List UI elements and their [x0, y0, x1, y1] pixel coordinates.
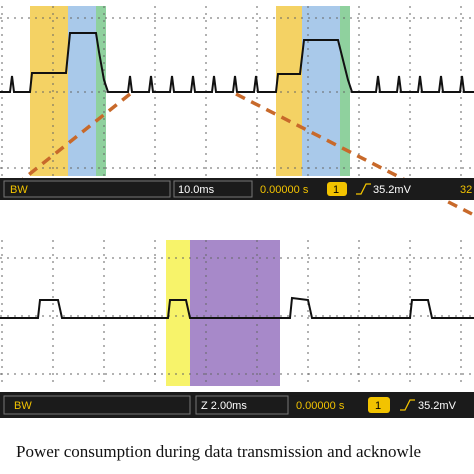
top-trigger-label: 35.2mV [373, 184, 412, 196]
top-highlight-band-3 [276, 6, 302, 176]
top-panel: BW 10.0ms 0.00000 s 1 35.2mV 32 [0, 4, 474, 216]
top-status-bar: BW 10.0ms 0.00000 s 1 35.2mV 32 [0, 178, 474, 200]
bottom-highlight-band-0 [166, 240, 190, 386]
bottom-timebase-box [195, 395, 289, 415]
top-highlight-band-0 [30, 6, 68, 176]
top-highlight-band-2 [96, 6, 106, 176]
top-highlight-band-1 [68, 6, 96, 176]
bottom-trigger-edge-icon [400, 399, 415, 411]
top-channel-label: 1 [333, 184, 339, 196]
bottom-delay-label: 0.00000 s [296, 400, 345, 412]
bottom-channel-label: 1 [375, 400, 381, 412]
bottom-trigger-label: 35.2mV [418, 400, 457, 412]
top-delay-label: 0.00000 s [260, 184, 309, 196]
top-bw-label: BW [10, 184, 28, 196]
top-trailing-label: 32 [460, 184, 472, 196]
top-timebase-box [173, 180, 253, 198]
top-highlight-band-5 [340, 6, 350, 176]
top-trace-line [0, 32, 474, 93]
bottom-panel: BW Z 2.00ms 0.00000 s 1 35.2mV [0, 236, 474, 418]
top-timebase-label: 10.0ms [178, 184, 215, 196]
bottom-timebase-label: Z 2.00ms [201, 400, 247, 412]
figure-caption: Power consumption during data transmissi… [16, 442, 422, 461]
bottom-channel-badge [368, 397, 390, 413]
bottom-trace-line [0, 296, 474, 319]
top-channel-badge [327, 182, 347, 196]
top-status-bw-box [3, 180, 171, 198]
bottom-highlight-band-1 [190, 240, 280, 386]
top-trigger-edge-icon [356, 183, 371, 195]
top-status-bg [0, 178, 474, 200]
bottom-bw-label: BW [14, 400, 32, 412]
bottom-status-bar: BW Z 2.00ms 0.00000 s 1 35.2mV [0, 392, 474, 418]
bottom-status-bw-box [3, 395, 191, 415]
bottom-highlights [166, 240, 280, 386]
